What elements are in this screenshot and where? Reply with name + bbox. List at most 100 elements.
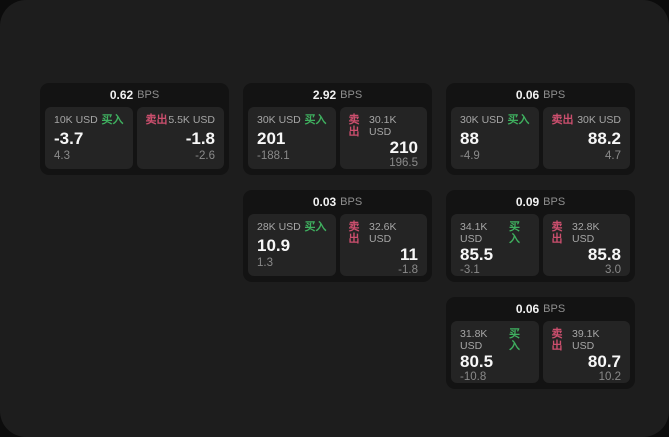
buy-size-label: 10K USD bbox=[54, 114, 98, 126]
buy-change: 1.3 bbox=[257, 257, 273, 269]
quote-card: 0.09 BPS 34.1K USD 买入 85.5 -3.1 卖出 32.8K… bbox=[446, 190, 635, 282]
buy-panel[interactable]: 28K USD 买入 10.9 1.3 bbox=[248, 214, 336, 276]
bps-unit: BPS bbox=[543, 89, 566, 101]
bps-value: 0.62 bbox=[109, 88, 134, 102]
sell-size-label: 32.8K USD bbox=[572, 221, 600, 245]
bps-unit: BPS bbox=[340, 196, 363, 208]
buy-panel[interactable]: 31.8K USD 买入 80.5 -10.8 bbox=[451, 321, 539, 383]
quote-card: 0.06 BPS 31.8K USD 买入 80.5 -10.8 卖出 39.1… bbox=[446, 297, 635, 389]
bps-value: 2.92 bbox=[312, 88, 337, 102]
sell-header-row: 卖出 30K USD bbox=[552, 114, 622, 126]
buy-badge: 买入 bbox=[508, 221, 520, 245]
sell-price: 210 bbox=[389, 138, 418, 157]
card-header: 0.06 BPS bbox=[446, 83, 635, 107]
buy-panel[interactable]: 34.1K USD 买入 85.5 -3.1 bbox=[451, 214, 539, 276]
buy-change: -10.8 bbox=[460, 371, 487, 383]
quote-panels: 34.1K USD 买入 85.5 -3.1 卖出 32.8K USD 85.8… bbox=[446, 214, 635, 276]
buy-change: -3.1 bbox=[460, 264, 480, 276]
bps-value: 0.06 bbox=[515, 88, 540, 102]
buy-header-row: 28K USD 买入 bbox=[257, 221, 327, 233]
sell-badge: 卖出 bbox=[348, 114, 360, 138]
buy-size-label: 34.1K USD bbox=[460, 221, 488, 245]
bps-value: 0.03 bbox=[312, 195, 337, 209]
bps-unit: BPS bbox=[543, 196, 566, 208]
buy-change: 4.3 bbox=[54, 150, 70, 162]
sell-panel[interactable]: 卖出 32.6K USD 11 -1.8 bbox=[339, 214, 427, 276]
sell-price: 80.7 bbox=[587, 352, 621, 371]
buy-price: 10.9 bbox=[257, 235, 291, 255]
sell-size-label: 39.1K USD bbox=[572, 328, 600, 352]
sell-change: -1.8 bbox=[398, 264, 418, 276]
bps-unit: BPS bbox=[543, 303, 566, 315]
sell-change: 3.0 bbox=[605, 264, 621, 276]
sell-price: 11 bbox=[400, 245, 418, 264]
buy-header-row: 30K USD 买入 bbox=[257, 114, 327, 126]
quote-panels: 30K USD 买入 201 -188.1 卖出 30.1K USD 210 1… bbox=[243, 107, 432, 169]
card-header: 0.03 BPS bbox=[243, 190, 432, 214]
buy-badge: 买入 bbox=[507, 114, 530, 126]
sell-change: 4.7 bbox=[605, 150, 621, 162]
bps-unit: BPS bbox=[340, 89, 363, 101]
sell-panel[interactable]: 卖出 5.5K USD -1.8 -2.6 bbox=[136, 107, 224, 169]
sell-change: 196.5 bbox=[389, 157, 418, 169]
buy-price: 85.5 bbox=[460, 245, 494, 264]
buy-panel[interactable]: 30K USD 买入 88 -4.9 bbox=[451, 107, 539, 169]
buy-header-row: 10K USD 买入 bbox=[54, 114, 124, 126]
buy-price: -3.7 bbox=[54, 128, 84, 148]
sell-size-label: 5.5K USD bbox=[168, 114, 215, 126]
buy-header-row: 34.1K USD 买入 bbox=[460, 221, 530, 245]
buy-size-label: 28K USD bbox=[257, 221, 301, 233]
quote-panels: 31.8K USD 买入 80.5 -10.8 卖出 39.1K USD 80.… bbox=[446, 321, 635, 383]
quote-panels: 30K USD 买入 88 -4.9 卖出 30K USD 88.2 4.7 bbox=[446, 107, 635, 169]
sell-panel[interactable]: 卖出 32.8K USD 85.8 3.0 bbox=[542, 214, 630, 276]
sell-header-row: 卖出 39.1K USD bbox=[552, 328, 622, 352]
sell-badge: 卖出 bbox=[551, 221, 563, 245]
buy-panel[interactable]: 10K USD 买入 -3.7 4.3 bbox=[45, 107, 133, 169]
sell-panel[interactable]: 卖出 30.1K USD 210 196.5 bbox=[339, 107, 427, 169]
sell-header-row: 卖出 32.8K USD bbox=[552, 221, 622, 245]
buy-price: 201 bbox=[257, 128, 286, 148]
buy-header-row: 30K USD 买入 bbox=[460, 114, 530, 126]
bps-value: 0.09 bbox=[515, 195, 540, 209]
sell-size-label: 30K USD bbox=[577, 114, 621, 126]
quote-card: 0.62 BPS 10K USD 买入 -3.7 4.3 卖出 5.5K USD… bbox=[40, 83, 229, 175]
card-header: 0.62 BPS bbox=[40, 83, 229, 107]
quote-card: 0.03 BPS 28K USD 买入 10.9 1.3 卖出 32.6K US… bbox=[243, 190, 432, 282]
quote-panels: 28K USD 买入 10.9 1.3 卖出 32.6K USD 11 -1.8 bbox=[243, 214, 432, 276]
sell-header-row: 卖出 30.1K USD bbox=[349, 114, 419, 138]
buy-badge: 买入 bbox=[304, 114, 327, 126]
card-header: 0.06 BPS bbox=[446, 297, 635, 321]
buy-change: -188.1 bbox=[257, 150, 290, 162]
sell-change: -2.6 bbox=[195, 150, 215, 162]
sell-price: -1.8 bbox=[185, 128, 215, 148]
buy-price: 80.5 bbox=[460, 352, 494, 371]
buy-badge: 买入 bbox=[508, 328, 520, 352]
sell-price: 85.8 bbox=[587, 245, 621, 264]
sell-header-row: 卖出 32.6K USD bbox=[349, 221, 419, 245]
buy-badge: 买入 bbox=[304, 221, 327, 233]
sell-change: 10.2 bbox=[598, 371, 621, 383]
quote-card: 0.06 BPS 30K USD 买入 88 -4.9 卖出 30K USD 8… bbox=[446, 83, 635, 175]
card-header: 2.92 BPS bbox=[243, 83, 432, 107]
card-header: 0.09 BPS bbox=[446, 190, 635, 214]
buy-badge: 买入 bbox=[101, 114, 124, 126]
quote-card: 2.92 BPS 30K USD 买入 201 -188.1 卖出 30.1K … bbox=[243, 83, 432, 175]
buy-price: 88 bbox=[460, 128, 479, 148]
buy-header-row: 31.8K USD 买入 bbox=[460, 328, 530, 352]
sell-panel[interactable]: 卖出 30K USD 88.2 4.7 bbox=[542, 107, 630, 169]
sell-badge: 卖出 bbox=[551, 114, 574, 126]
quote-panels: 10K USD 买入 -3.7 4.3 卖出 5.5K USD -1.8 -2.… bbox=[40, 107, 229, 169]
buy-size-label: 30K USD bbox=[460, 114, 504, 126]
sell-price: 88.2 bbox=[587, 128, 621, 148]
sell-header-row: 卖出 5.5K USD bbox=[146, 114, 216, 126]
sell-size-label: 30.1K USD bbox=[369, 114, 397, 138]
sell-badge: 卖出 bbox=[348, 221, 360, 245]
buy-panel[interactable]: 30K USD 买入 201 -188.1 bbox=[248, 107, 336, 169]
sell-size-label: 32.6K USD bbox=[369, 221, 397, 245]
sell-panel[interactable]: 卖出 39.1K USD 80.7 10.2 bbox=[542, 321, 630, 383]
bps-value: 0.06 bbox=[515, 302, 540, 316]
buy-change: -4.9 bbox=[460, 150, 480, 162]
sell-badge: 卖出 bbox=[145, 114, 168, 126]
bps-unit: BPS bbox=[137, 89, 160, 101]
